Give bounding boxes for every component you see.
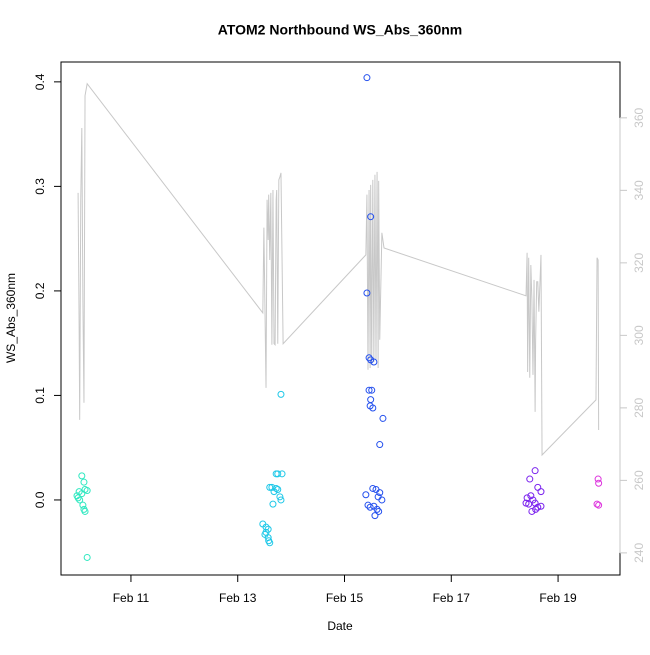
y2-tick-label: 360 [632, 107, 646, 127]
scatter-point [367, 213, 375, 221]
scatter-point [363, 74, 371, 82]
scatter-point [531, 467, 539, 475]
y2-tick-label: 260 [632, 470, 646, 490]
scatter-point [593, 500, 601, 508]
scatter-point [362, 491, 370, 499]
scatter-point [268, 483, 276, 491]
y2-tick-label: 300 [632, 325, 646, 345]
scatter-point [376, 489, 384, 497]
scatter-point [527, 492, 535, 500]
y-tick-label: 0.1 [33, 387, 47, 404]
scatter-point [81, 507, 89, 515]
scatter-point [534, 503, 542, 511]
scatter-point [79, 501, 87, 509]
scatter-point [76, 496, 84, 504]
scatter-point [537, 502, 545, 510]
scatter-point [364, 501, 372, 509]
scatter-point [369, 484, 377, 492]
x-tick-label: Feb 19 [539, 591, 577, 605]
y-tick-label: 0.0 [33, 491, 47, 508]
scatter-point [594, 475, 602, 483]
scatter-point [277, 390, 285, 398]
scatter-point [373, 505, 381, 513]
scatter-point [269, 500, 277, 508]
scatter-point [371, 512, 379, 520]
chart-title: ATOM2 Northbound WS_Abs_360nm [218, 22, 463, 38]
x-tick-label: Feb 17 [433, 591, 471, 605]
scatter-point [278, 470, 286, 478]
x-tick-label: Feb 15 [326, 591, 364, 605]
scatter-point [532, 505, 540, 513]
scatter-point [379, 414, 387, 422]
scatter-point [523, 494, 531, 502]
y2-tick-label: 320 [632, 253, 646, 273]
scatter-point [368, 386, 376, 394]
scatter-point [537, 488, 545, 496]
scatter-point [83, 553, 91, 561]
scatter-point [366, 503, 374, 511]
y2-tick-label: 280 [632, 398, 646, 418]
scatter-point [274, 486, 282, 493]
y2-tick-label: 240 [632, 543, 646, 563]
scatter-point [369, 404, 377, 412]
scatter-point [276, 493, 284, 501]
scatter-point [270, 488, 278, 496]
scatter-point [363, 289, 371, 297]
scatter-point [80, 478, 88, 486]
scatter-point [595, 501, 603, 509]
scatter-point [262, 523, 270, 531]
scatter-point [375, 507, 383, 515]
scatter-point [83, 487, 91, 495]
scatter-point [277, 496, 285, 504]
y-axis-label: WS_Abs_360nm [4, 273, 18, 363]
scatter-point [522, 499, 530, 507]
scatter-point [526, 475, 534, 483]
scatter-point [365, 386, 373, 394]
y-tick-label: 0.3 [33, 178, 47, 195]
scatter-point [74, 494, 82, 502]
scatter-point [266, 483, 274, 491]
x-tick-label: Feb 13 [219, 591, 257, 605]
scatter-point [370, 358, 378, 366]
scatter-point [528, 507, 536, 515]
y-tick-label: 0.4 [33, 73, 47, 90]
x-tick-label: Feb 11 [113, 591, 150, 605]
scatter-point [376, 441, 384, 449]
y2-tick-label: 340 [632, 180, 646, 200]
scatter-point [365, 354, 373, 362]
scatter-point [266, 539, 274, 547]
y-tick-label: 0.2 [33, 282, 47, 299]
scatter-point [595, 479, 603, 487]
scatter-point [274, 470, 282, 478]
scatter-point [262, 528, 270, 536]
line-series [77, 82, 600, 457]
x-axis-label: Date [327, 619, 353, 633]
scatter-point [78, 472, 86, 480]
scatter-point [378, 496, 386, 504]
